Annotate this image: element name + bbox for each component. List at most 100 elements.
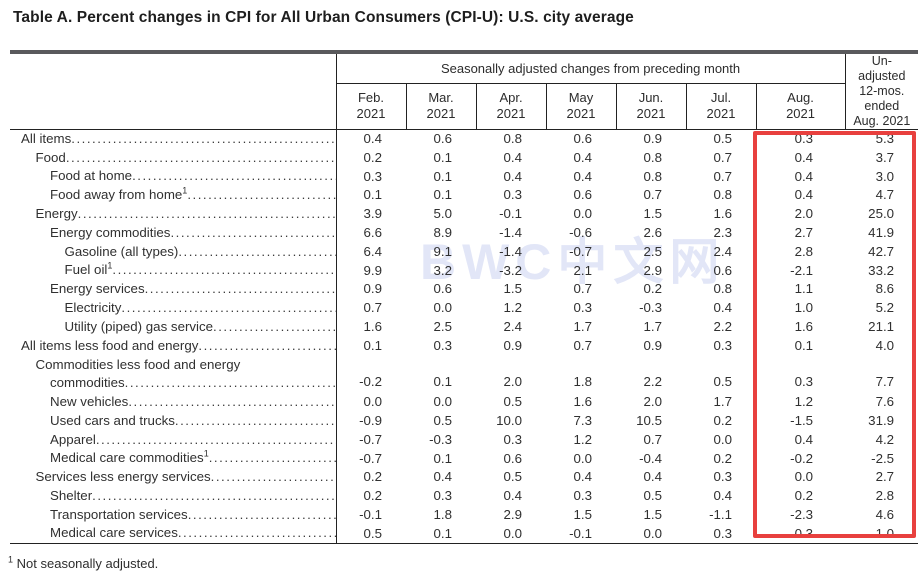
value-cell: -2.3 — [790, 506, 814, 522]
table-row: Medical care services...................… — [10, 524, 918, 544]
value-cell: 2.0 — [794, 206, 814, 222]
row-label-cell: Services less energy services...........… — [10, 467, 337, 487]
footnote-ref: 1 — [203, 449, 209, 459]
dot-leader: ........................................… — [177, 525, 336, 541]
value-cell: 0.7 — [643, 431, 663, 447]
value-cell: 0.6 — [433, 131, 453, 147]
value-cell: 0.6 — [713, 262, 733, 278]
value-cell: 7.3 — [573, 412, 593, 428]
value-cell: 0.9 — [363, 281, 383, 297]
value-cell: 0.2 — [363, 469, 383, 485]
value-cell: 4.7 — [875, 187, 895, 203]
row-label-cell: All items...............................… — [10, 129, 337, 149]
table-row: Food....................................… — [10, 148, 918, 168]
footnote-marker: 1 — [8, 554, 14, 565]
value-cell: 0.7 — [713, 149, 733, 165]
unadjusted-12mo-header: Un- adjusted 12-mos. ended Aug. 2021 — [844, 52, 919, 130]
value-cell: 2.2 — [713, 318, 733, 334]
value-cell: 1.6 — [794, 318, 814, 334]
value-cell: 0.8 — [503, 131, 523, 147]
footnote-ref: 1 — [107, 261, 113, 271]
month-header: Feb. 2021 — [335, 83, 407, 131]
dot-leader: ........................................… — [213, 318, 336, 334]
value-cell: 0.4 — [433, 469, 453, 485]
row-label: New vehicles — [50, 393, 129, 409]
value-cell: 0.1 — [433, 187, 453, 203]
value-cell: 1.6 — [713, 206, 733, 222]
value-cell: 0.5 — [713, 131, 733, 147]
row-label-cell: Medical care commodities1...............… — [10, 449, 337, 468]
value-cell: -0.7 — [359, 450, 382, 466]
value-cell: 0.0 — [433, 394, 453, 410]
value-cell: 0.4 — [503, 149, 523, 165]
value-cell: 1.7 — [713, 394, 733, 410]
row-label-cell: Apparel.................................… — [10, 430, 337, 450]
value-cell: 2.8 — [875, 488, 895, 504]
row-label: All items less food and energy — [21, 337, 199, 353]
row-label: Energy — [35, 205, 78, 221]
table-row: Services less energy services...........… — [10, 467, 918, 487]
value-cell: 1.2 — [794, 394, 814, 410]
value-cell: 0.1 — [433, 373, 453, 389]
row-label: Apparel — [50, 431, 96, 447]
value-cell: 0.4 — [794, 149, 814, 165]
value-cell: -1.1 — [709, 506, 732, 522]
value-cell: 10.5 — [636, 412, 662, 428]
value-cell: -2.5 — [871, 450, 895, 466]
dot-leader: ........................................… — [65, 149, 336, 165]
month-header: Aug. 2021 — [755, 83, 846, 131]
value-cell: 1.5 — [503, 281, 523, 297]
value-cell: 0.5 — [713, 373, 733, 389]
table-body: All items...............................… — [10, 129, 918, 544]
value-cell: -1.4 — [499, 243, 522, 259]
value-cell: 1.6 — [363, 318, 383, 334]
value-cell: 6.6 — [363, 224, 383, 240]
value-cell: 21.1 — [868, 318, 895, 334]
dot-leader: ........................................… — [121, 299, 335, 315]
value-cell: 0.7 — [573, 281, 593, 297]
value-cell: 0.4 — [503, 168, 523, 184]
month-header-row: Feb. 2021 Mar. 2021 Apr. 2021 May 2021 Jun. 2021 J… — [10, 83, 918, 131]
dot-leader: ........................................… — [198, 337, 335, 353]
value-cell: -0.7 — [359, 431, 382, 447]
month-header: Jun. 2021 — [615, 83, 687, 131]
table-row: Shelter.................................… — [10, 486, 918, 506]
value-cell: 2.7 — [875, 469, 895, 485]
value-cell: 2.4 — [503, 318, 523, 334]
value-cell: 1.0 — [875, 525, 895, 541]
value-cell: 4.2 — [875, 431, 895, 447]
cpi-table: Seasonally adjusted changes from precedi… — [10, 50, 919, 544]
row-label: Used cars and trucks — [50, 412, 175, 428]
dot-leader: ........................................… — [144, 281, 336, 297]
row-label-cell: Used cars and trucks....................… — [10, 411, 337, 431]
table-row: Fuel oil1...............................… — [10, 261, 918, 280]
value-cell: 0.4 — [794, 431, 814, 447]
value-cell: 0.0 — [363, 394, 383, 410]
value-cell: 0.6 — [433, 281, 453, 297]
dot-leader: ........................................… — [187, 187, 335, 203]
value-cell: 6.4 — [363, 243, 383, 259]
value-cell: 0.5 — [643, 488, 663, 504]
dot-leader: ........................................… — [112, 262, 336, 278]
value-cell: 2.5 — [643, 243, 663, 259]
value-cell: 0.9 — [643, 337, 663, 353]
month-header: Apr. 2021 — [475, 83, 547, 131]
table-row: Food at home............................… — [10, 167, 918, 186]
table-row: Used cars and trucks....................… — [10, 411, 918, 431]
table-row: All items...............................… — [10, 129, 918, 149]
dot-leader: ........................................… — [187, 506, 336, 522]
value-cell: 0.3 — [573, 300, 593, 316]
row-label-cell: Shelter.................................… — [10, 486, 337, 506]
value-cell: 4.0 — [875, 337, 895, 353]
row-label: Shelter — [50, 487, 93, 503]
value-cell: 7.6 — [875, 394, 895, 410]
value-cell: -0.1 — [359, 506, 382, 522]
value-cell: -0.3 — [639, 300, 662, 316]
value-cell: 0.7 — [573, 337, 593, 353]
value-cell: 1.6 — [573, 394, 593, 410]
dot-leader: ........................................… — [77, 205, 336, 221]
value-cell: 0.2 — [363, 149, 383, 165]
value-cell: 0.6 — [573, 187, 593, 203]
dot-leader: ........................................… — [124, 375, 336, 391]
dot-leader: ........................................… — [170, 224, 335, 240]
